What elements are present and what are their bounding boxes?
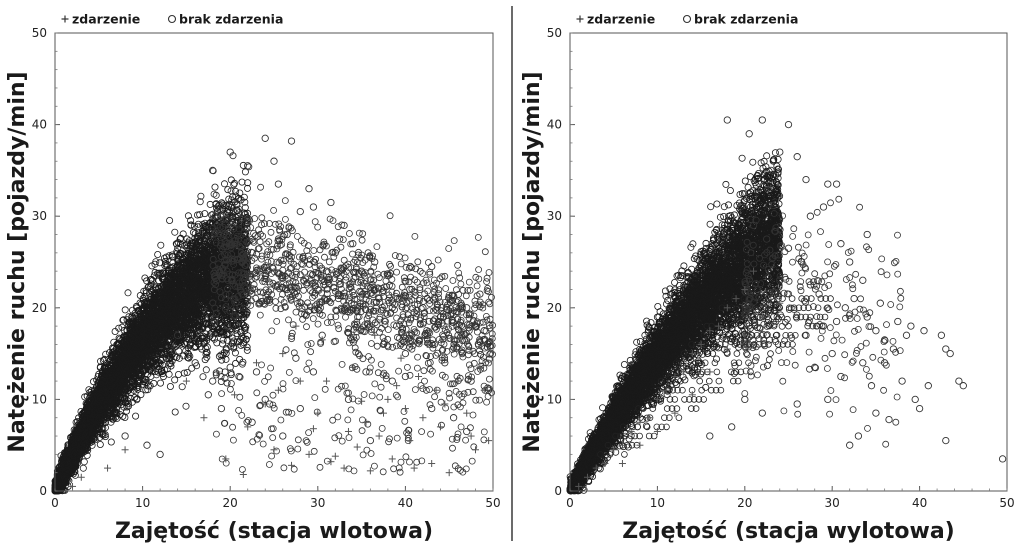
cloud-point <box>224 186 232 194</box>
cloud-point <box>241 324 249 332</box>
cloud-point <box>220 180 228 188</box>
cloud-point <box>239 321 247 329</box>
cloud-point <box>202 330 210 338</box>
cloud-point <box>243 184 251 192</box>
cloud-point <box>183 235 191 243</box>
cloud-point <box>142 289 150 297</box>
cloud-point <box>213 339 221 347</box>
cloud-point <box>202 344 210 352</box>
cloud-point <box>166 216 174 224</box>
cloud-point <box>161 257 169 265</box>
cloud-point <box>171 408 179 416</box>
cloud-point <box>151 260 159 268</box>
cloud-point <box>219 336 227 344</box>
cloud-point <box>223 379 231 387</box>
cloud-point <box>144 386 152 394</box>
cloud-point <box>187 216 195 224</box>
cloud-point <box>241 168 249 176</box>
cloud-point <box>184 212 192 220</box>
cloud-point <box>96 440 104 448</box>
cloud-point <box>195 229 203 237</box>
cloud-point <box>90 378 98 386</box>
cloud-point <box>225 195 233 203</box>
cloud-point <box>178 383 186 391</box>
cloud-point <box>231 349 239 357</box>
cloud-point <box>201 356 209 364</box>
cloud-point <box>235 312 243 320</box>
cloud-point <box>201 210 209 218</box>
cloud-point <box>197 192 205 200</box>
cloud-point <box>237 196 245 204</box>
cloud-point <box>211 183 219 191</box>
cloud-point <box>125 402 133 410</box>
cloud-point <box>227 342 235 350</box>
cloud-point <box>154 250 162 258</box>
cloud-point <box>224 202 232 210</box>
cloud-point <box>120 403 128 411</box>
cloud-point <box>157 241 165 249</box>
cloud-point <box>147 372 155 380</box>
cloud-point <box>171 228 179 236</box>
cloud-point <box>232 325 240 333</box>
cloud-point <box>80 458 88 466</box>
cloud-point <box>237 328 245 336</box>
cloud-point <box>121 306 129 314</box>
cloud-point <box>182 402 190 410</box>
cloud-point <box>194 220 202 228</box>
cloud-point <box>175 260 183 268</box>
cloud-point <box>232 187 240 195</box>
cloud-point <box>175 354 183 362</box>
cloud-point <box>203 353 211 361</box>
cloud-point <box>239 303 247 311</box>
cloud-point <box>174 238 182 246</box>
cloud-point <box>156 379 164 387</box>
cloud-point <box>203 334 211 342</box>
cloud-point <box>233 207 241 215</box>
cloud-point <box>154 368 162 376</box>
cloud-point <box>238 178 246 186</box>
cloud-point <box>217 222 225 230</box>
cloud-point <box>124 289 132 297</box>
cloud-point <box>241 198 249 206</box>
cloud-point <box>218 356 226 364</box>
cloud-point <box>215 352 223 360</box>
cloud-point <box>119 394 127 402</box>
cloud-point <box>228 218 236 226</box>
cloud-point <box>232 359 240 367</box>
cloud-point <box>107 438 115 446</box>
cloud-point <box>111 327 119 335</box>
cloud-point <box>193 211 201 219</box>
cloud-point <box>167 362 175 370</box>
cloud-point <box>150 379 158 387</box>
cloud-point <box>222 344 230 352</box>
cloud-point <box>201 219 209 227</box>
